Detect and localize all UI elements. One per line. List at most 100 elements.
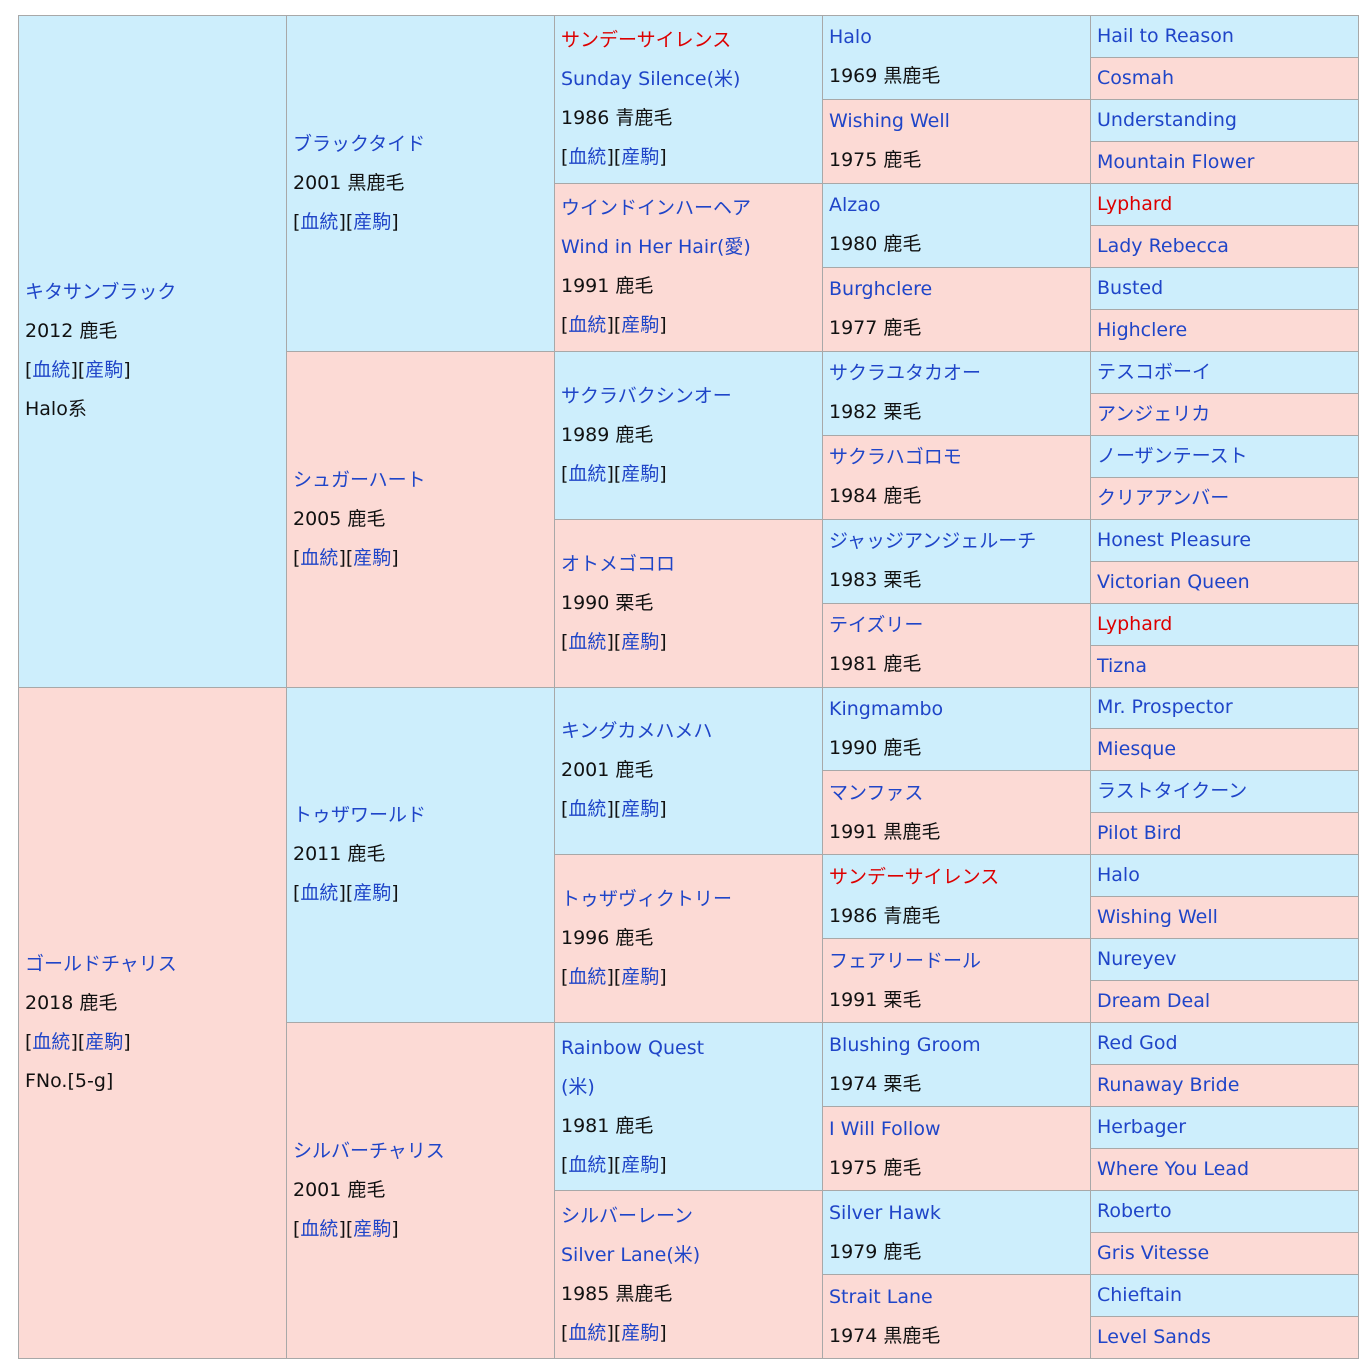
- birth-year-color: 1991 鹿毛: [561, 275, 654, 298]
- horse-name[interactable]: フェアリードール: [829, 949, 982, 972]
- horse-name[interactable]: アンジェリカ: [1097, 402, 1211, 425]
- horse-name[interactable]: ブラックタイド: [293, 132, 426, 155]
- link[interactable]: 血統: [568, 462, 607, 485]
- horse-name[interactable]: Hail to Reason: [1097, 24, 1234, 47]
- horse-name[interactable]: ウインドインハーヘア: [561, 197, 752, 220]
- horse-name[interactable]: Silver Lane(米): [561, 1243, 701, 1266]
- horse-name[interactable]: Roberto: [1097, 1200, 1172, 1223]
- link[interactable]: 産駒: [621, 462, 660, 485]
- horse-name[interactable]: サンデーサイレンス: [561, 29, 732, 52]
- link[interactable]: 産駒: [621, 630, 660, 653]
- birth-year-color: 1982 栗毛: [829, 401, 922, 424]
- horse-name[interactable]: Dream Deal: [1097, 990, 1211, 1013]
- horse-name[interactable]: Red God: [1097, 1032, 1178, 1055]
- horse-name[interactable]: Blushing Groom: [829, 1033, 981, 1056]
- link[interactable]: 血統: [568, 1153, 607, 1176]
- horse-name[interactable]: サクラバクシンオー: [561, 384, 732, 407]
- link[interactable]: 産駒: [621, 314, 660, 337]
- horse-name[interactable]: ゴールドチャリス: [25, 952, 177, 975]
- horse-name[interactable]: Halo: [829, 26, 872, 49]
- pedigree-cell: Strait Lane 1974 黒鹿毛: [822, 1274, 1091, 1359]
- horse-name[interactable]: Halo: [1097, 864, 1140, 887]
- link[interactable]: 血統: [300, 546, 339, 569]
- link[interactable]: 血統: [300, 210, 339, 233]
- horse-name[interactable]: Nureyev: [1097, 948, 1177, 971]
- horse-name[interactable]: (米): [561, 1075, 595, 1098]
- horse-name[interactable]: キングカメハメハ: [561, 720, 713, 743]
- horse-name[interactable]: シルバーチャリス: [293, 1140, 445, 1163]
- horse-name[interactable]: Sunday Silence(米): [561, 68, 741, 91]
- link[interactable]: 産駒: [621, 1321, 660, 1344]
- horse-name[interactable]: Wishing Well: [1097, 906, 1218, 929]
- link[interactable]: 産駒: [353, 882, 392, 905]
- horse-name[interactable]: Lady Rebecca: [1097, 234, 1229, 257]
- horse-name[interactable]: Victorian Queen: [1097, 570, 1250, 593]
- link[interactable]: 産駒: [621, 798, 660, 821]
- link[interactable]: 血統: [568, 146, 607, 169]
- link[interactable]: 産駒: [621, 146, 660, 169]
- link[interactable]: 血統: [568, 314, 607, 337]
- link[interactable]: 産駒: [353, 210, 392, 233]
- horse-name[interactable]: Miesque: [1097, 738, 1177, 761]
- horse-name[interactable]: Lyphard: [1097, 612, 1173, 635]
- horse-name[interactable]: サクラユタカオー: [829, 362, 982, 385]
- horse-name[interactable]: Pilot Bird: [1097, 822, 1182, 845]
- horse-name[interactable]: Runaway Bride: [1097, 1074, 1240, 1097]
- horse-name[interactable]: Wishing Well: [829, 110, 950, 133]
- link[interactable]: 産駒: [353, 546, 392, 569]
- horse-name[interactable]: ラストタイクーン: [1097, 780, 1248, 803]
- link[interactable]: 血統: [568, 630, 607, 653]
- horse-name[interactable]: トゥザヴィクトリー: [561, 888, 733, 911]
- horse-name[interactable]: Kingmambo: [829, 697, 944, 720]
- horse-name[interactable]: Alzao: [829, 194, 881, 217]
- horse-name[interactable]: Burghclere: [829, 278, 933, 301]
- horse-name[interactable]: Chieftain: [1097, 1284, 1183, 1307]
- horse-name[interactable]: Understanding: [1097, 108, 1237, 131]
- horse-name[interactable]: シルバーレーン: [561, 1204, 694, 1227]
- link[interactable]: 産駒: [85, 1030, 124, 1053]
- horse-name[interactable]: マンファス: [829, 781, 924, 804]
- link[interactable]: 産駒: [85, 359, 124, 382]
- horse-name[interactable]: キタサンブラック: [25, 281, 177, 304]
- horse-name[interactable]: クリアアンバー: [1097, 486, 1230, 509]
- horse-name[interactable]: Busted: [1097, 276, 1164, 299]
- horse-name[interactable]: Where You Lead: [1097, 1158, 1250, 1181]
- horse-name[interactable]: トゥザワールド: [293, 804, 427, 827]
- horse-name[interactable]: Wind in Her Hair(愛): [561, 236, 751, 259]
- link[interactable]: 産駒: [353, 1218, 392, 1241]
- horse-name[interactable]: シュガーハート: [293, 468, 426, 491]
- link[interactable]: 血統: [300, 1218, 339, 1241]
- link[interactable]: 産駒: [621, 966, 660, 989]
- horse-name[interactable]: Mountain Flower: [1097, 150, 1255, 173]
- horse-name[interactable]: テイズリー: [829, 614, 924, 637]
- bracket: ]: [391, 210, 399, 233]
- link[interactable]: 産駒: [621, 1153, 660, 1176]
- horse-name[interactable]: サンデーサイレンス: [829, 865, 1000, 888]
- link[interactable]: 血統: [568, 798, 607, 821]
- horse-name[interactable]: Mr. Prospector: [1097, 696, 1233, 719]
- link[interactable]: 血統: [568, 966, 607, 989]
- horse-name[interactable]: Rainbow Quest: [561, 1036, 705, 1059]
- horse-name[interactable]: Highclere: [1097, 318, 1188, 341]
- horse-name[interactable]: Gris Vitesse: [1097, 1242, 1210, 1265]
- horse-name[interactable]: Honest Pleasure: [1097, 528, 1252, 551]
- link[interactable]: 血統: [568, 1321, 607, 1344]
- horse-name[interactable]: Cosmah: [1097, 66, 1174, 89]
- horse-name[interactable]: Silver Hawk: [829, 1201, 941, 1224]
- horse-name[interactable]: Herbager: [1097, 1116, 1187, 1139]
- horse-name[interactable]: テスコボーイ: [1097, 360, 1212, 383]
- pedigree-cell: Silver Hawk 1979 鹿毛: [822, 1190, 1091, 1276]
- horse-name[interactable]: オトメゴコロ: [561, 552, 676, 575]
- horse-name[interactable]: I Will Follow: [829, 1117, 941, 1140]
- horse-name[interactable]: Tizna: [1097, 654, 1147, 677]
- link[interactable]: 血統: [32, 359, 71, 382]
- horse-name[interactable]: サクラハゴロモ: [829, 446, 962, 469]
- horse-name[interactable]: Lyphard: [1097, 192, 1173, 215]
- horse-name[interactable]: ジャッジアンジェルーチ: [829, 530, 1037, 553]
- horse-name[interactable]: Level Sands: [1097, 1326, 1211, 1349]
- horse-name[interactable]: Strait Lane: [829, 1285, 933, 1308]
- birth-year-color: 1975 鹿毛: [829, 149, 922, 172]
- link[interactable]: 血統: [300, 882, 339, 905]
- horse-name[interactable]: ノーザンテースト: [1097, 444, 1248, 467]
- link[interactable]: 血統: [32, 1030, 71, 1053]
